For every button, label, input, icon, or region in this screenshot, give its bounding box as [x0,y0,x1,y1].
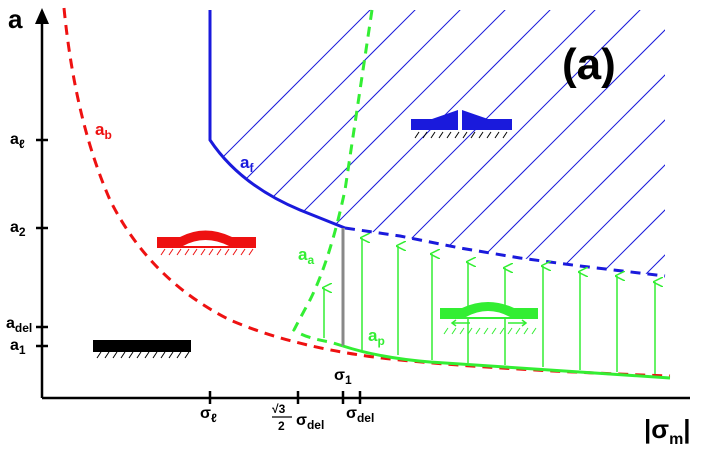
x-tick-sigma-ell: σℓ [200,405,217,425]
label-aa: aa [298,245,314,267]
panel-label: (a) [562,40,616,89]
x-tick-sqrt3-sigma-del: √3 2 σdel [272,402,324,433]
y-tick-a2: a2 [10,219,26,239]
x-axis-label: |σm| [644,414,691,448]
y-tick-a1: a1 [10,337,26,357]
svg-text:√3: √3 [272,402,286,416]
delaminated-film-icon [440,302,538,335]
curve-af [208,10,346,230]
cracked-film-icon [411,110,512,139]
y-tick-a-ell: aℓ [10,131,25,151]
label-af: af [240,153,254,175]
flat-film-icon [93,340,191,359]
svg-text:2: 2 [278,419,285,433]
x-tick-sigma-del: σdel [346,405,374,425]
axes [35,8,690,404]
label-ab: ab [95,120,112,142]
growth-arrows [324,238,655,374]
y-axis-arrow [35,8,49,24]
buckled-film-icon [157,230,256,256]
y-axis-label: a [8,4,23,34]
curve-ap [342,344,671,380]
curve-aa [292,9,374,348]
y-tick-adel: adel [6,315,32,335]
label-ap: ap [368,326,385,348]
svg-text:σdel: σdel [296,412,324,432]
sigma1-label: σ1 [334,367,352,387]
